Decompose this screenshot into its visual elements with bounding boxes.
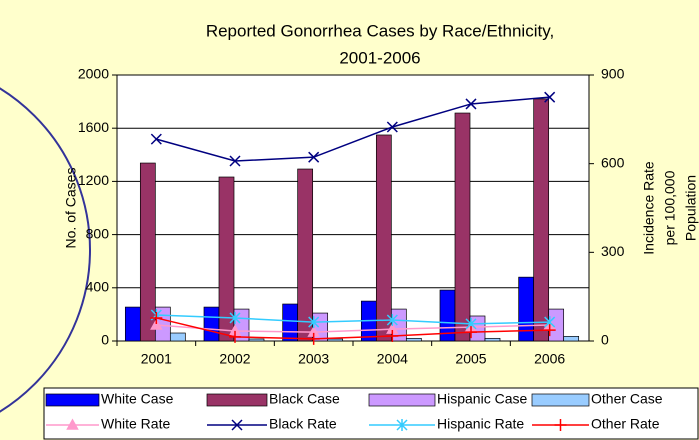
plot-area	[116, 74, 590, 342]
y-tick-label: 0	[101, 332, 109, 348]
line-marker	[465, 326, 477, 339]
line-marker	[229, 311, 241, 324]
line	[156, 314, 550, 325]
y2-tick-label: 300	[601, 243, 625, 259]
bar	[218, 176, 235, 342]
line-marker	[229, 155, 241, 167]
legend-label: Black Case	[269, 391, 340, 407]
bar	[248, 338, 265, 342]
x-tick-label: 2004	[377, 351, 408, 367]
line	[156, 324, 550, 333]
y2-tick-label: 900	[601, 66, 625, 82]
line-marker	[386, 314, 398, 327]
legend-swatch	[45, 393, 100, 407]
line-marker	[308, 151, 320, 163]
x-tick-label: 2005	[455, 351, 486, 367]
bar	[124, 306, 141, 342]
bar	[139, 162, 156, 342]
y-axis-label: No. of Cases	[63, 168, 79, 249]
legend-label: Other Rate	[591, 416, 660, 432]
bar	[203, 306, 220, 342]
y-tick-label: 800	[86, 225, 110, 241]
legend-marker	[66, 418, 79, 430]
bar	[405, 337, 422, 342]
bar	[533, 98, 550, 342]
x-tick-label: 2003	[298, 351, 329, 367]
chart-title: 2001-2006	[339, 48, 420, 67]
bar	[454, 112, 471, 342]
line-marker	[544, 91, 556, 103]
legend-label: White Rate	[101, 416, 170, 432]
x-tick-label: 2002	[219, 351, 250, 367]
line-marker	[150, 311, 163, 324]
line-marker	[150, 318, 163, 330]
legend-swatch	[206, 393, 268, 407]
y2-axis-label: Incidence Rate	[641, 161, 657, 255]
x-tick-label: 2001	[141, 351, 172, 367]
y2-axis-label: Population	[683, 175, 699, 241]
legend-swatch	[368, 393, 436, 407]
legend-marker	[231, 419, 243, 431]
chart-title: Reported Gonorrhea Cases by Race/Ethnici…	[206, 21, 554, 40]
line-marker	[308, 316, 320, 329]
legend-label: Hispanic Rate	[437, 416, 524, 432]
y2-tick-label: 0	[601, 332, 609, 348]
bar	[563, 335, 580, 342]
line-marker	[307, 332, 320, 345]
line-marker	[150, 133, 162, 145]
y-tick-label: 1600	[78, 119, 109, 135]
legend-swatch	[531, 393, 590, 407]
bar	[327, 338, 344, 342]
legend-label: White Case	[101, 391, 174, 407]
y-tick-label: 1200	[78, 172, 109, 188]
bar	[297, 168, 314, 342]
line	[156, 96, 550, 162]
line-marker	[543, 324, 556, 337]
legend-label: Black Rate	[269, 416, 337, 432]
bar	[169, 332, 186, 342]
bar	[375, 134, 392, 342]
line-marker	[229, 330, 241, 343]
decor-circle	[0, 87, 91, 413]
y2-axis-label: per 100,000	[662, 170, 678, 245]
legend-marker	[554, 419, 567, 431]
y2-tick-label: 600	[601, 154, 625, 170]
line-marker	[386, 121, 398, 133]
line-marker	[465, 98, 477, 110]
x-tick-label: 2006	[534, 351, 565, 367]
legend-marker	[396, 419, 408, 431]
y-tick-label: 400	[86, 279, 110, 295]
bar	[484, 337, 501, 342]
legend-label: Hispanic Case	[437, 391, 527, 407]
y-tick-label: 2000	[78, 66, 109, 82]
line-marker	[386, 329, 399, 342]
bar	[282, 303, 299, 342]
line	[156, 317, 550, 340]
legend-label: Other Case	[591, 391, 663, 407]
